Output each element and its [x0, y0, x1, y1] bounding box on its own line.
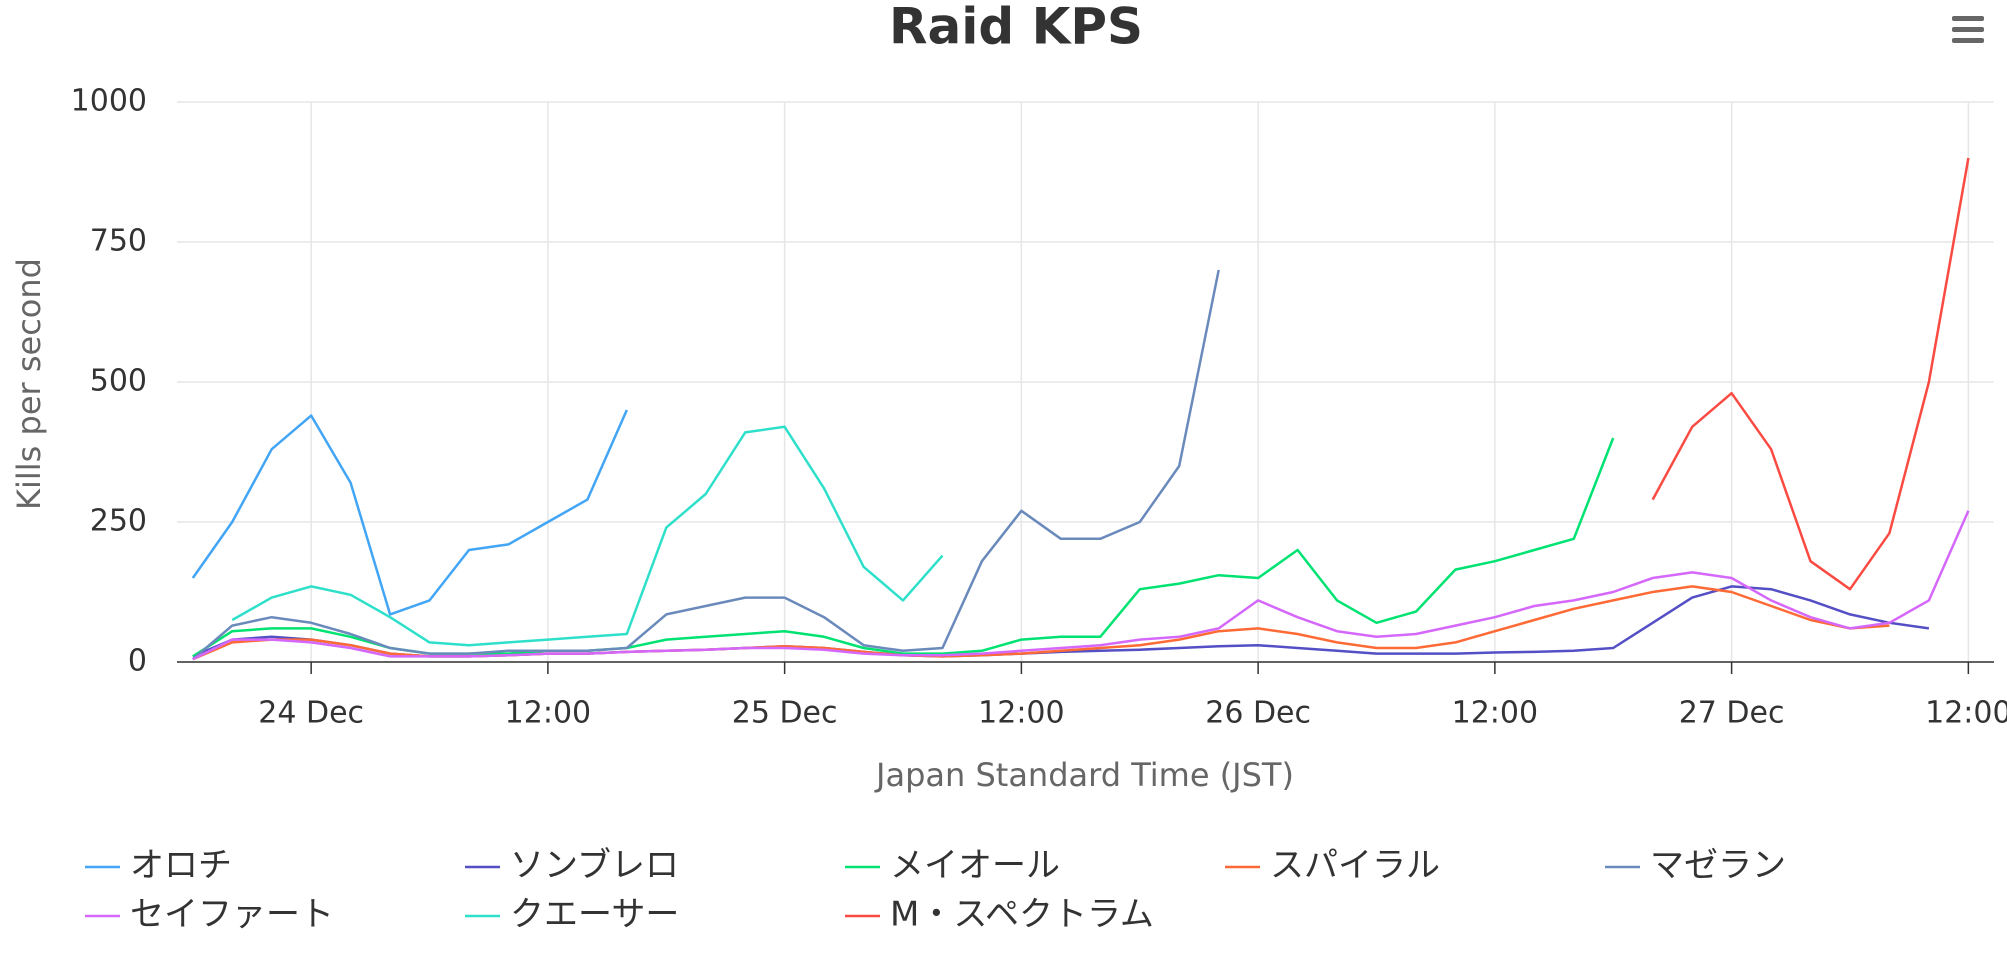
x-tick-label: 12:00 — [505, 696, 591, 731]
legend-label[interactable]: クエーサー — [510, 895, 679, 935]
series-line — [191, 409, 628, 616]
x-tick-label: 27 Dec — [1679, 696, 1785, 731]
y-axis-title: Kills per second — [10, 258, 48, 510]
series-line — [191, 269, 1220, 661]
y-tick-label: 250 — [90, 504, 147, 539]
series-line — [1651, 157, 1970, 591]
series-line — [192, 510, 1970, 661]
x-tick-label: 12:00 — [1452, 696, 1538, 731]
y-tick-label: 750 — [90, 224, 147, 259]
x-tick-label: 25 Dec — [732, 696, 838, 731]
series-line — [192, 585, 1930, 658]
legend-label[interactable]: セイファート — [130, 895, 334, 935]
menu-button[interactable] — [1952, 16, 1984, 43]
y-tick-label: 500 — [90, 364, 147, 399]
legend-label[interactable]: マゼラン — [1650, 846, 1786, 886]
x-tick-label: 12:00 — [1925, 696, 2007, 731]
x-axis-title: Japan Standard Time (JST) — [874, 756, 1294, 794]
x-tick-label: 26 Dec — [1205, 696, 1311, 731]
x-tick-label: 24 Dec — [258, 696, 364, 731]
menu-bar — [1952, 38, 1984, 43]
series-line — [192, 437, 1615, 658]
legend-label[interactable]: メイオール — [890, 846, 1060, 886]
legend-label[interactable]: オロチ — [130, 846, 232, 886]
menu-bar — [1952, 16, 1984, 21]
chart-title: Raid KPS — [889, 0, 1143, 56]
series-line — [231, 425, 944, 647]
y-tick-label: 0 — [128, 644, 147, 679]
legend-label[interactable]: スパイラル — [1270, 846, 1440, 886]
y-tick-label: 1000 — [71, 84, 147, 119]
x-tick-label: 12:00 — [978, 696, 1064, 731]
legend-label[interactable]: M・スペクトラム — [890, 895, 1154, 935]
legend-label[interactable]: ソンブレロ — [510, 846, 679, 886]
menu-bar — [1952, 27, 1984, 32]
